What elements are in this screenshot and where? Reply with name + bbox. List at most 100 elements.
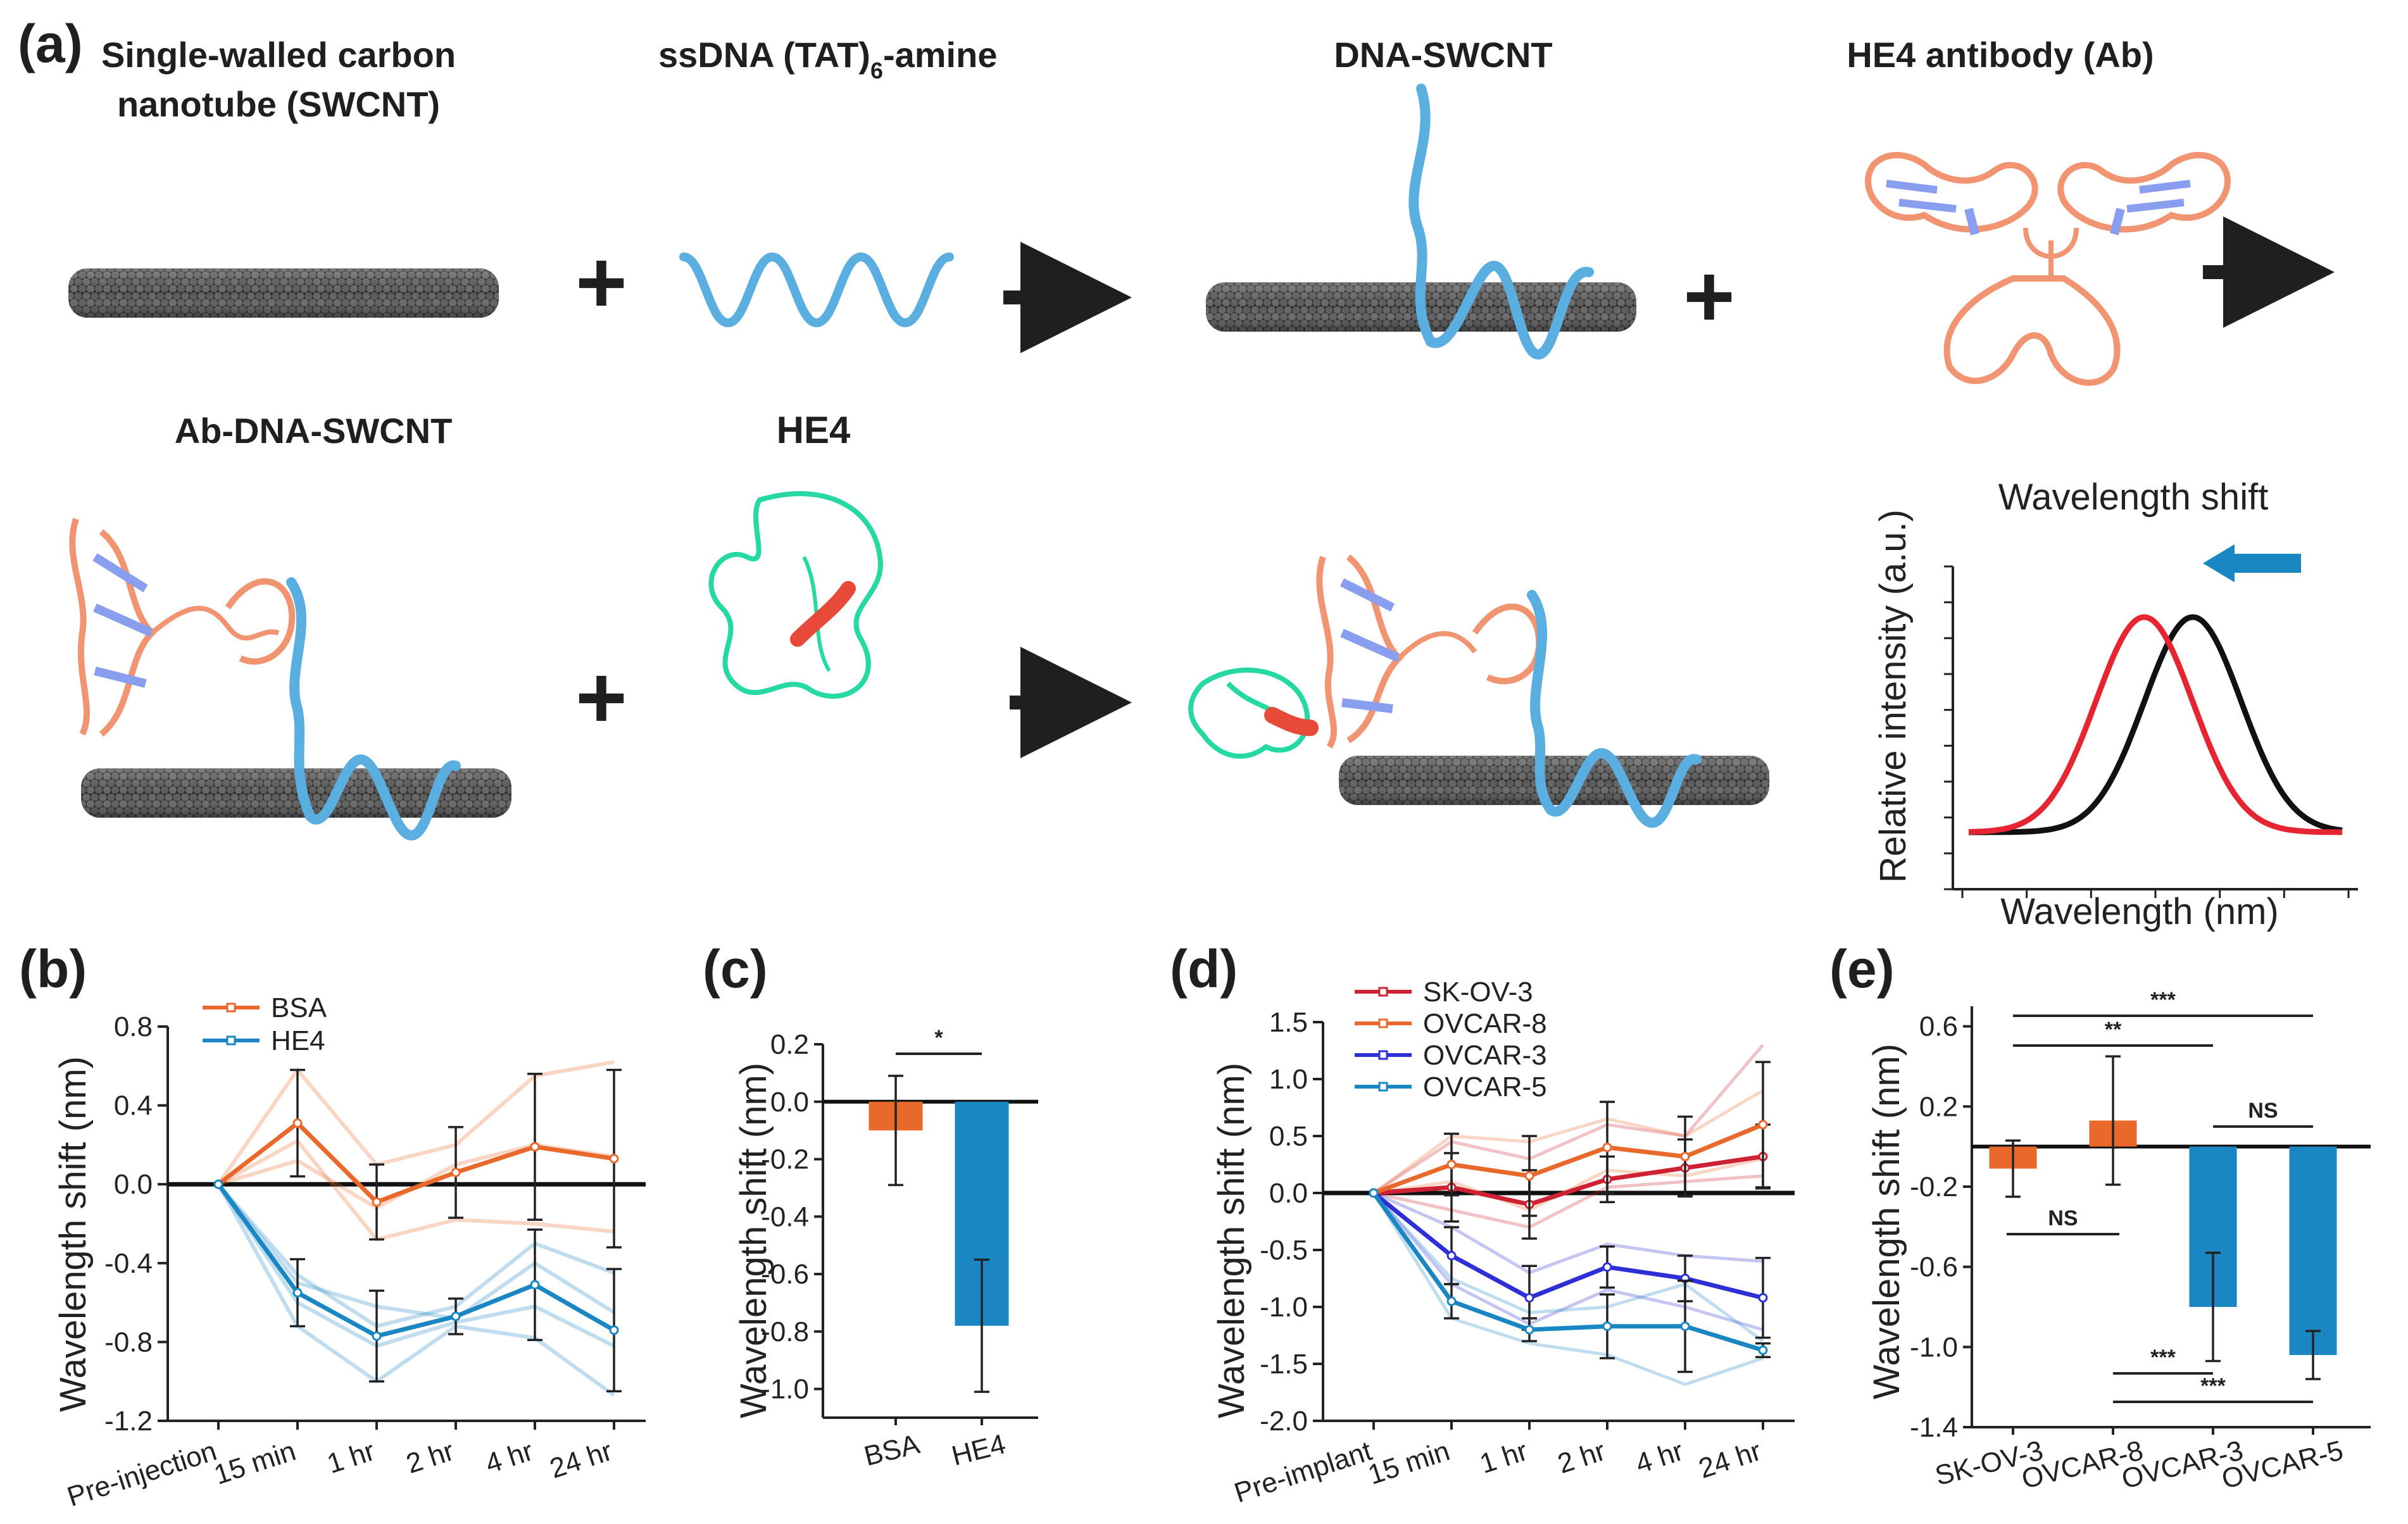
data-point-OVCAR-3 xyxy=(1524,1293,1534,1303)
ab-dna-swcnt-complex xyxy=(69,518,511,841)
he4-protein xyxy=(708,491,883,699)
x-tick-label: 24 hr xyxy=(1695,1435,1765,1485)
legend-label-OVCAR-3: OVCAR-3 xyxy=(1423,1040,1547,1071)
x-tick-label: 4 hr xyxy=(1632,1435,1687,1480)
antibody-title: HE4 antibody (Ab) xyxy=(1847,35,2154,75)
shift-arrow-head xyxy=(2203,544,2235,582)
series-line-HE4 xyxy=(216,1183,615,1339)
y-tick-label: -1.4 xyxy=(1910,1412,1958,1443)
spectrum-title: Wavelength shift xyxy=(1998,477,2269,518)
spectrum-ylabel: Relative intensity (a.u.) xyxy=(1872,509,1914,883)
significance-label: *** xyxy=(2150,1346,2176,1370)
data-point-BSA xyxy=(530,1142,540,1152)
ssdna-helix xyxy=(679,252,954,328)
data-point-OVCAR-5 xyxy=(1524,1325,1534,1335)
he4-title: HE4 xyxy=(777,409,851,451)
faint-line-OVCAR-3 xyxy=(1372,1192,1764,1332)
data-point-HE4 xyxy=(451,1311,461,1321)
legend-label-OVCAR-5: OVCAR-5 xyxy=(1423,1071,1547,1102)
y-tick-label: -0.4 xyxy=(761,1201,809,1232)
y-tick-label: -0.6 xyxy=(761,1259,809,1290)
faint-line-SK-OV-3 xyxy=(1372,1044,1764,1195)
data-point-HE4 xyxy=(609,1325,619,1335)
legend-marker xyxy=(1378,1082,1388,1092)
data-point-OVCAR-3 xyxy=(1446,1251,1457,1261)
data-point-BSA xyxy=(372,1197,382,1207)
chart-b-ylabel: Wavelength shift (nm) xyxy=(53,1056,94,1412)
y-tick-label: -0.6 xyxy=(1910,1252,1958,1283)
data-point-HE4 xyxy=(292,1288,303,1298)
y-tick-label: 0.0 xyxy=(770,1087,809,1118)
series-line-SK-OV-3 xyxy=(1373,1154,1764,1207)
chart-e-ylabel: Wavelength shift (nm) xyxy=(1866,1044,1907,1399)
x-tick-label: 2 hr xyxy=(1554,1435,1609,1480)
bar-OVCAR-5 xyxy=(2289,1146,2337,1355)
chart-e: (e) Wavelength shift (nm) 0.6 0.2 -0.2 -0.6… xyxy=(1829,939,2371,1495)
ssdna-title: ssDNA (TAT)6-amine xyxy=(658,35,997,84)
significance-label: *** xyxy=(2150,988,2176,1012)
y-tick-label: -0.5 xyxy=(1260,1235,1308,1266)
y-tick-label: 1.5 xyxy=(1269,1007,1308,1038)
spectrum-xlabel: Wavelength (nm) xyxy=(2000,891,2278,932)
chart-b: (b) Wavelength shift (nm) 0.8 0.4 0.0 -0.4 -… xyxy=(19,939,646,1513)
legend-marker xyxy=(1378,1050,1388,1060)
y-tick-label: -0.8 xyxy=(761,1316,809,1347)
data-point-OVCAR-8 xyxy=(1524,1171,1534,1181)
data-point-OVCAR-5 xyxy=(1369,1188,1379,1198)
dna-swcnt-title: DNA-SWCNT xyxy=(1334,35,1552,75)
spectrum-curve-after xyxy=(1968,614,2342,835)
y-tick-label: -1.2 xyxy=(104,1406,153,1437)
chart-d-ylabel: Wavelength shift (nm) xyxy=(1211,1063,1252,1418)
legend-label-HE4: HE4 xyxy=(271,1025,325,1056)
panel-label-b: (b) xyxy=(19,939,87,999)
y-tick-label: -1.0 xyxy=(761,1374,809,1405)
y-tick-label: -0.2 xyxy=(1910,1171,1958,1202)
faint-line-HE4 xyxy=(216,1183,615,1321)
data-point-OVCAR-8 xyxy=(1758,1120,1768,1130)
chart-d: (d) Wavelength shift (nm) 1.5 1.0 0.5 0.0 -0… xyxy=(1170,939,1795,1509)
series-line-OVCAR-5 xyxy=(1372,1191,1764,1352)
chart-c-ylabel: Wavelength shift (nm) xyxy=(733,1063,774,1418)
x-tick-label: 4 hr xyxy=(482,1435,537,1480)
faint-line-OVCAR-3 xyxy=(1372,1191,1764,1275)
data-point-OVCAR-5 xyxy=(1758,1345,1768,1355)
data-point-OVCAR-8 xyxy=(1602,1142,1612,1152)
data-point-OVCAR-3 xyxy=(1758,1293,1768,1303)
legend-marker xyxy=(226,1035,236,1046)
y-tick-label: -0.4 xyxy=(104,1248,153,1279)
y-tick-label: 0.4 xyxy=(114,1090,153,1121)
data-point-HE4 xyxy=(372,1331,382,1341)
legend-marker xyxy=(226,1002,236,1013)
faint-line-OVCAR-8 xyxy=(1372,1089,1764,1195)
y-tick-label: 0.8 xyxy=(114,1011,153,1042)
plus-sign-2: + xyxy=(1683,246,1735,346)
ab-dna-swcnt-title: Ab-DNA-SWCNT xyxy=(175,411,453,451)
x-tick-label: BSA xyxy=(861,1428,923,1472)
swcnt-title-line2: nanotube (SWCNT) xyxy=(117,84,440,124)
significance-label: ** xyxy=(2105,1018,2122,1042)
he4-bound-complex xyxy=(1188,554,1769,828)
legend-marker xyxy=(1378,1018,1388,1028)
faint-line-OVCAR-5 xyxy=(1372,1192,1764,1387)
y-tick-label: -1.0 xyxy=(1260,1292,1308,1323)
panel-label-e: (e) xyxy=(1829,939,1895,999)
y-tick-label: -2.0 xyxy=(1260,1406,1308,1437)
y-tick-label: 0.0 xyxy=(1269,1178,1308,1209)
panel-label-d: (d) xyxy=(1170,939,1238,999)
faint-line-HE4 xyxy=(216,1183,615,1348)
plus-sign-1: + xyxy=(575,232,627,332)
x-tick-label: 15 min xyxy=(1364,1435,1453,1490)
y-tick-label: 0.0 xyxy=(114,1169,153,1200)
antibody xyxy=(1865,152,2231,386)
data-point-OVCAR-8 xyxy=(1446,1159,1457,1170)
legend-label-OVCAR-8: OVCAR-8 xyxy=(1423,1008,1547,1039)
chart-c: (c) Wavelength shift (nm) 0.2 0.0 -0.2 -0.4… xyxy=(703,939,1038,1472)
faint-line-SK-OV-3 xyxy=(1373,1174,1764,1229)
panel-label-c: (c) xyxy=(703,939,768,999)
significance-label: NS xyxy=(2048,1206,2078,1230)
x-tick-label: 1 hr xyxy=(1476,1435,1531,1480)
spectrum-curve-before xyxy=(1969,614,2343,835)
data-point-OVCAR-3 xyxy=(1602,1262,1612,1272)
data-point-OVCAR-5 xyxy=(1602,1321,1612,1332)
